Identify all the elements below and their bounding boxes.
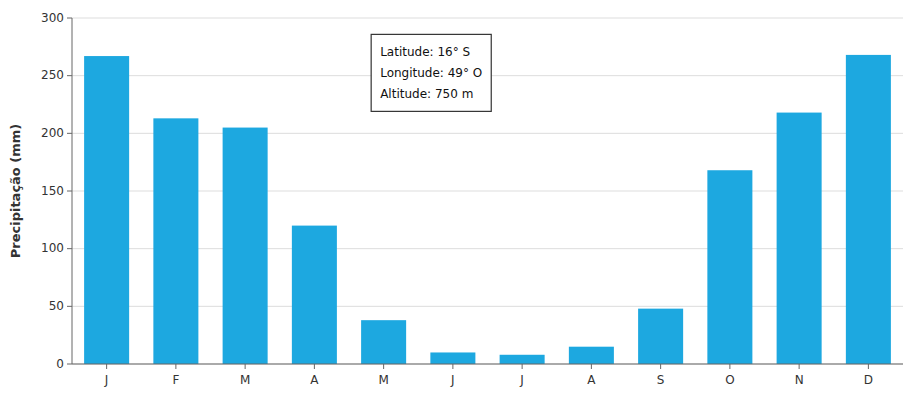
x-tick xyxy=(383,364,384,369)
x-tick-label: S xyxy=(657,373,665,387)
x-tick xyxy=(799,364,800,369)
annotation-text: Altitude: 750 m xyxy=(380,87,473,101)
x-tick xyxy=(452,364,453,369)
bar xyxy=(638,309,683,364)
x-tick-label: F xyxy=(172,373,179,387)
y-axis-label: Precipitação (mm) xyxy=(8,124,23,259)
y-axis: 0 50 100 150 200 250 300 xyxy=(41,11,72,371)
x-tick xyxy=(175,364,176,369)
x-axis-line xyxy=(72,364,903,365)
chart-container: 0 50 100 150 200 250 300 J F M A M J J A S O N D Precipitaç… xyxy=(0,0,923,404)
bar xyxy=(292,226,337,364)
x-tick-label: A xyxy=(587,373,596,387)
y-tick xyxy=(67,248,72,249)
y-tick xyxy=(67,364,72,365)
x-tick-label: M xyxy=(378,373,388,387)
annotation: Latitude: 16° S Longitude: 49° O Altitude:… xyxy=(371,34,491,111)
y-tick xyxy=(67,18,72,19)
bar xyxy=(430,352,475,364)
x-tick xyxy=(729,364,730,369)
annotation-box xyxy=(371,34,491,111)
x-tick-label: M xyxy=(240,373,250,387)
bar xyxy=(84,56,129,364)
y-axis-line xyxy=(72,18,73,364)
x-tick xyxy=(314,364,315,369)
x-tick-label: N xyxy=(795,373,804,387)
x-tick xyxy=(868,364,869,369)
x-tick xyxy=(106,364,107,369)
annotation-text: Longitude: 49° O xyxy=(380,66,482,80)
bar xyxy=(361,320,406,364)
y-tick-label: 250 xyxy=(41,68,64,82)
x-tick xyxy=(522,364,523,369)
x-tick-label: A xyxy=(310,373,319,387)
y-tick-label: 200 xyxy=(41,126,64,140)
annotation-text: Latitude: 16° S xyxy=(380,45,470,59)
bar xyxy=(153,118,198,364)
grid xyxy=(72,18,903,364)
x-tick xyxy=(245,364,246,369)
y-tick xyxy=(67,133,72,134)
grid-line xyxy=(72,364,903,365)
x-axis: JFMAMJJASOND xyxy=(104,364,873,387)
y-tick xyxy=(67,75,72,76)
x-tick-label: J xyxy=(519,373,524,387)
bar xyxy=(500,355,545,364)
bar xyxy=(846,55,891,364)
bar xyxy=(223,128,268,364)
y-tick-label: 100 xyxy=(41,241,64,255)
bar xyxy=(777,113,822,364)
x-tick-label: J xyxy=(104,373,109,387)
y-tick-label: 150 xyxy=(41,184,64,198)
y-tick xyxy=(67,306,72,307)
grid-line xyxy=(72,18,903,19)
chart-svg: 0 50 100 150 200 250 300 J F M A M J J A S O N D Precipitaç… xyxy=(0,0,923,404)
x-tick xyxy=(660,364,661,369)
y-tick-label: 0 xyxy=(56,357,64,371)
x-tick xyxy=(591,364,592,369)
x-tick-label: J xyxy=(450,373,455,387)
bar xyxy=(707,170,752,364)
y-tick xyxy=(67,191,72,192)
y-tick-label: 300 xyxy=(41,11,64,25)
bar xyxy=(569,347,614,364)
x-tick-label: D xyxy=(864,373,873,387)
x-tick-label: O xyxy=(725,373,734,387)
y-tick-label: 50 xyxy=(49,299,64,313)
